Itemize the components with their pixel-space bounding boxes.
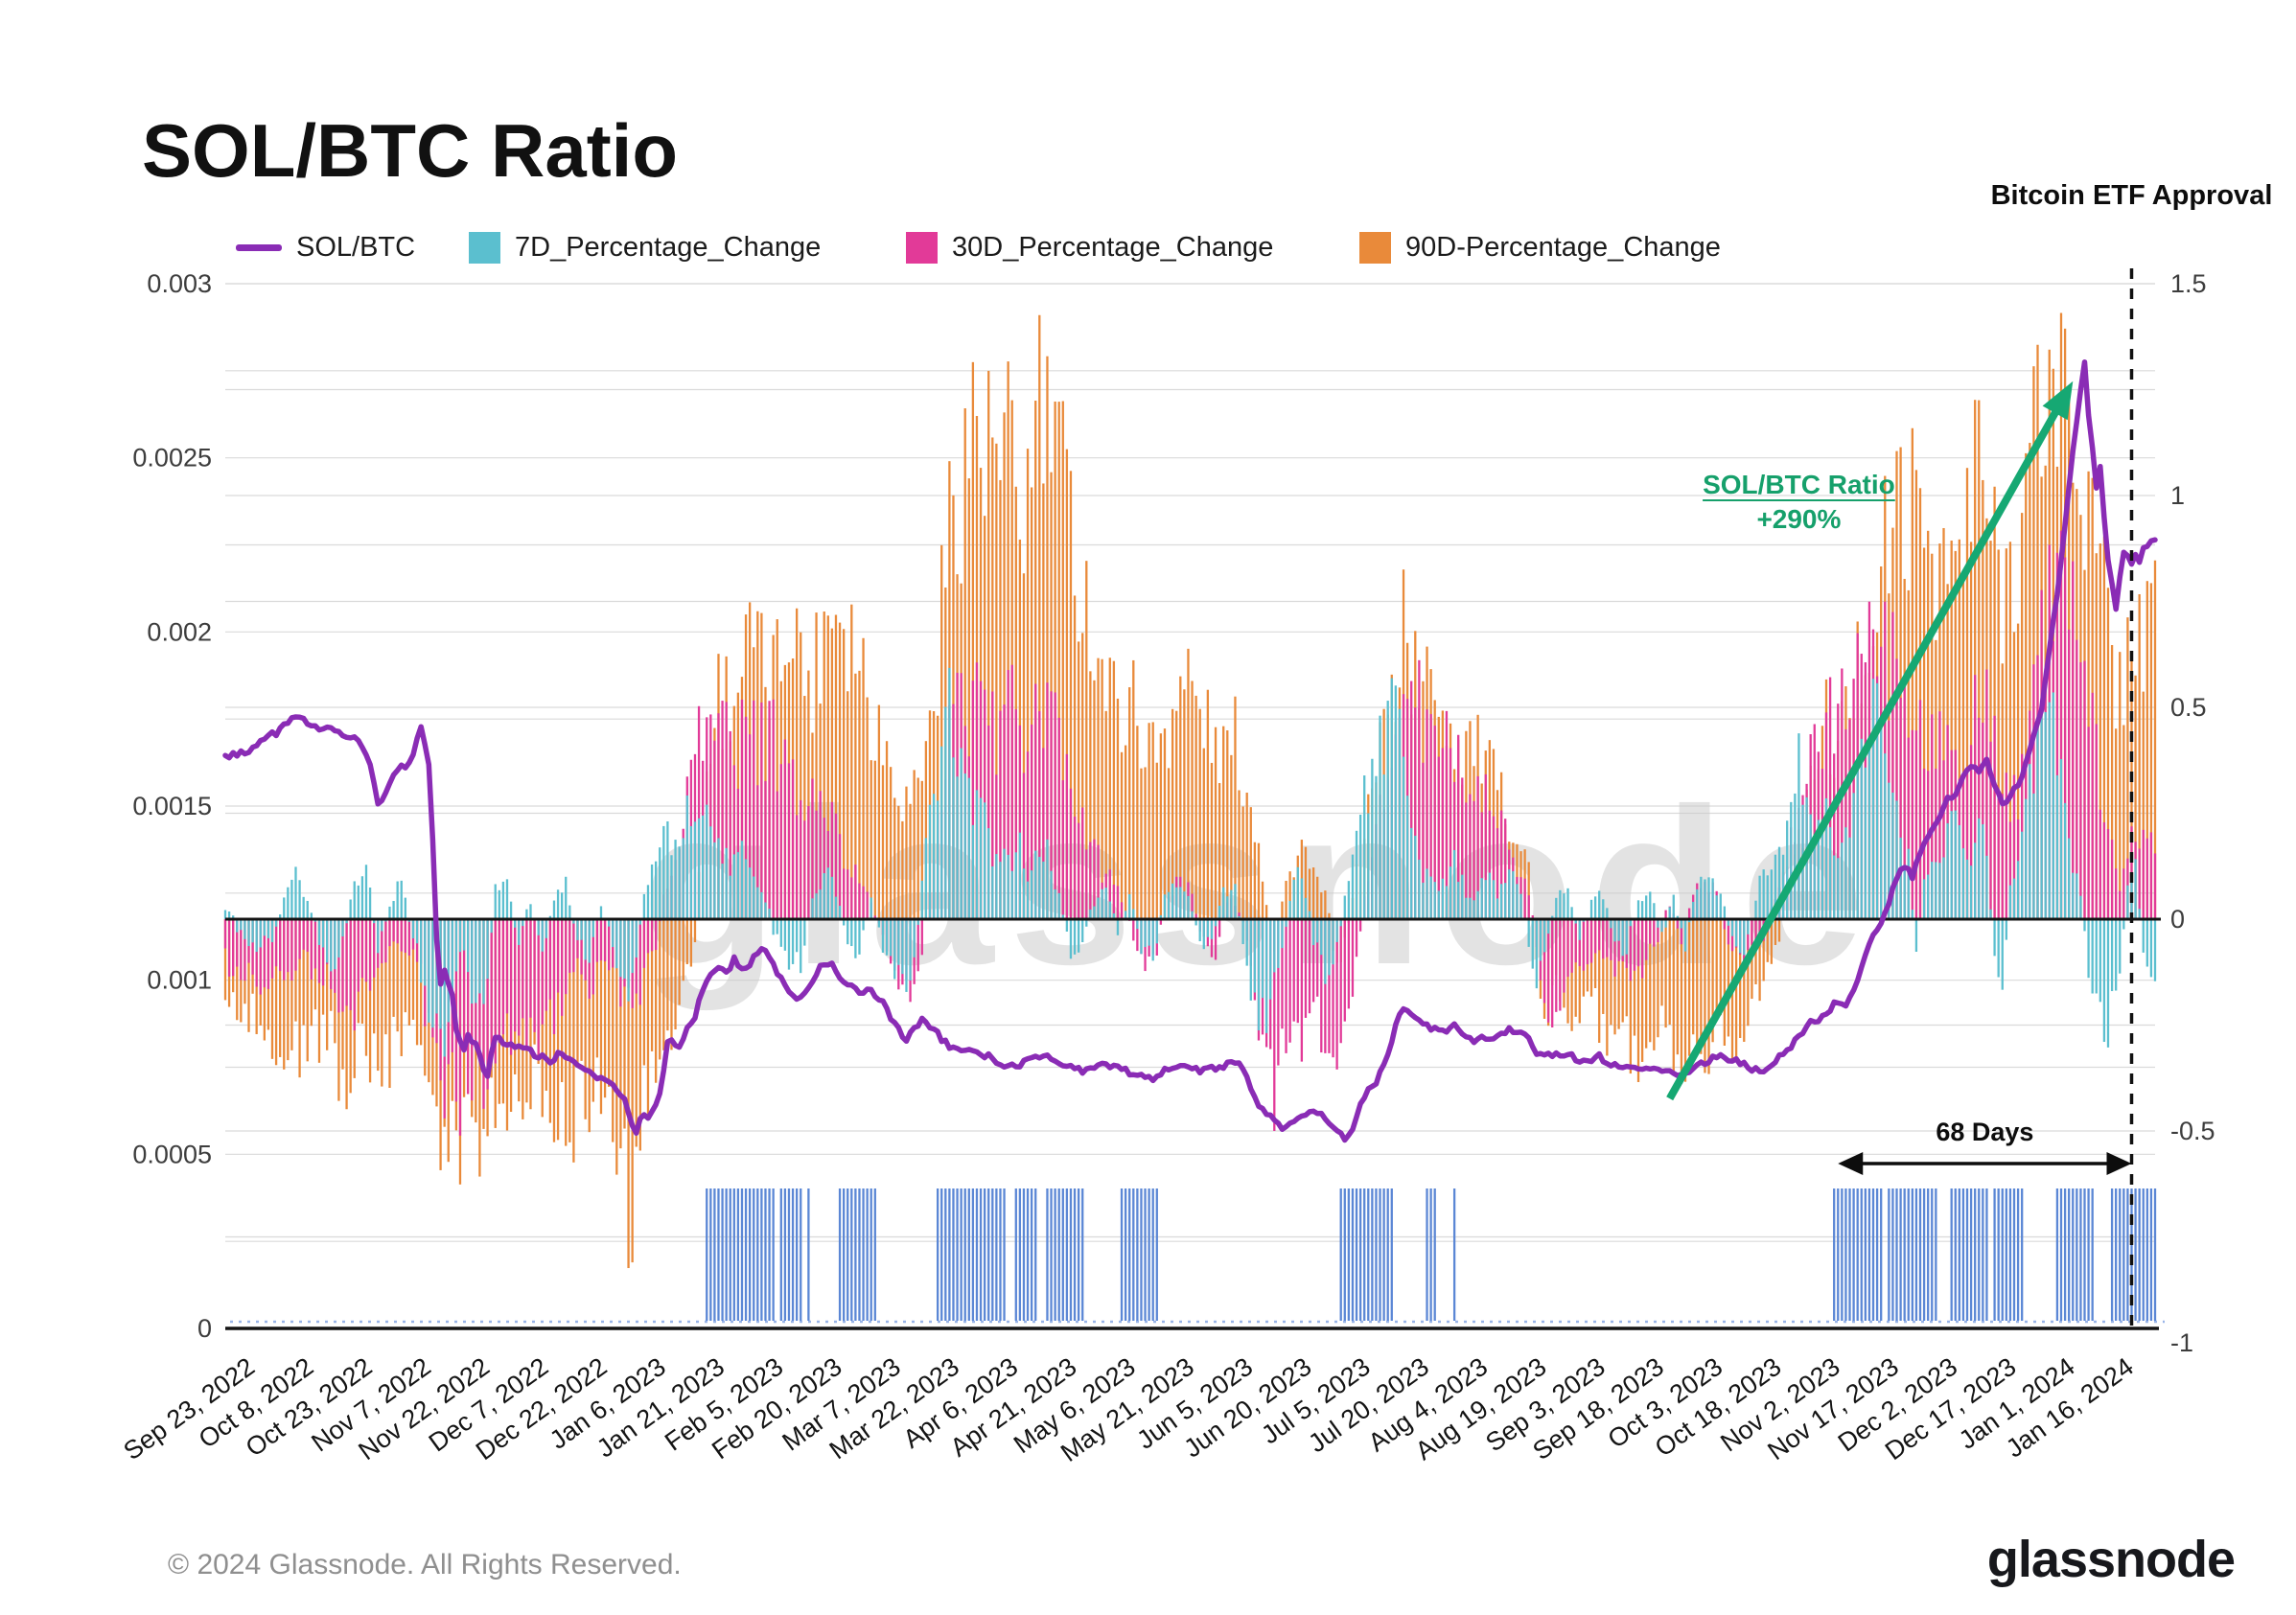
legend-item-7d-change[interactable]: 7D_Percentage_Change	[469, 226, 821, 268]
left-axis-tick: 0.0005	[132, 1140, 212, 1168]
days-span-label: 68 Days	[1936, 1118, 2034, 1146]
sol-btc-ratio-line	[222, 359, 2158, 1143]
legend-item-sol-btc[interactable]: SOL/BTC	[236, 226, 415, 268]
left-axis-tick: 0.0025	[132, 444, 212, 473]
callout-title: SOL/BTC Ratio	[1703, 470, 1895, 499]
magenta-swatch-icon	[906, 231, 938, 264]
legend-label: SOL/BTC	[296, 231, 416, 263]
left-axis-tick: 0.0015	[132, 792, 212, 820]
sol-btc-line-swatch-icon	[236, 243, 282, 251]
callout-percent: +290%	[1756, 504, 1842, 535]
glassnode-watermark: glassnode	[641, 763, 1879, 1011]
bitcoin-etf-approval-label: Bitcoin ETF Approval	[1990, 180, 2273, 211]
left-axis-tick: 0.001	[147, 966, 212, 995]
legend-label: 90D-Percentage_Change	[1405, 231, 1721, 263]
right-axis-tick: 0	[2170, 905, 2185, 934]
orange-swatch-icon	[1359, 231, 1391, 264]
days-span-arrow	[1838, 1152, 2132, 1175]
right-axis-tick: 1.5	[2170, 269, 2207, 298]
right-axis-tick: -1	[2170, 1328, 2193, 1357]
teal-swatch-icon	[469, 231, 500, 264]
event-bars	[706, 1188, 2157, 1321]
legend-label: 30D_Percentage_Change	[952, 231, 1274, 263]
legend-item-30d-change[interactable]: 30D_Percentage_Change	[906, 226, 1273, 268]
page-title: SOL/BTC Ratio	[142, 108, 678, 193]
right-axis-tick: 0.5	[2170, 693, 2207, 722]
left-axis-tick: 0.002	[147, 617, 212, 646]
right-axis-tick: -0.5	[2170, 1117, 2215, 1145]
left-axis-tick: 0.003	[147, 269, 212, 298]
ratio-growth-callout: SOL/BTC Ratio +290%	[1645, 468, 1952, 538]
right-axis-tick: 1	[2170, 481, 2185, 510]
copyright-text: © 2024 Glassnode. All Rights Reserved.	[168, 1549, 682, 1580]
growth-arrow	[1666, 381, 2074, 1101]
legend-label: 7D_Percentage_Change	[515, 231, 822, 263]
glassnode-logo: glassnode	[1986, 1531, 2236, 1588]
left-axis-tick: 0	[197, 1314, 212, 1343]
legend-item-90d-change[interactable]: 90D-Percentage_Change	[1359, 226, 1721, 268]
